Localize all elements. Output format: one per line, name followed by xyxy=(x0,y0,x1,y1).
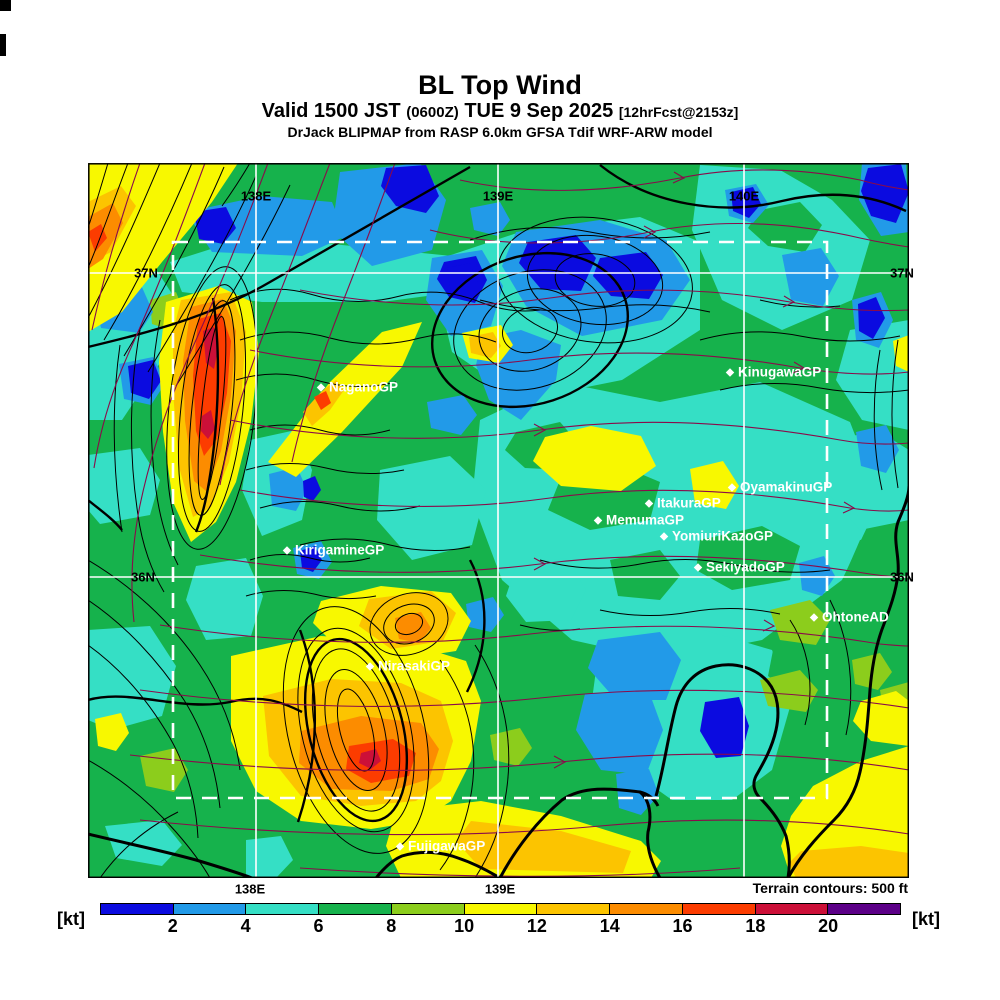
thick-terrain-contours-layer xyxy=(88,164,907,823)
site-label: FujigawaGP xyxy=(408,838,486,854)
site-label: OyamakinuGP xyxy=(740,479,833,495)
site-label: SekiyadoGP xyxy=(706,559,785,575)
site-marker-nirasakigp: NirasakiGP xyxy=(365,658,451,674)
map-canvas xyxy=(88,163,909,878)
site-label: KirigamineGP xyxy=(295,542,385,558)
forecast-tag: [12hrFcst@2153z] xyxy=(618,104,739,120)
coastline-layer xyxy=(88,485,909,878)
colorbar-tick: 6 xyxy=(313,916,324,936)
colorbar-segment xyxy=(754,904,828,914)
lon-label-139e-top: 139E xyxy=(482,188,514,204)
site-dot-icon xyxy=(809,612,819,622)
colorbar-tick: 14 xyxy=(599,916,620,936)
colorbar-segment xyxy=(827,904,901,914)
site-marker-kirigaminegp: KirigamineGP xyxy=(282,542,385,558)
colorbar-segment xyxy=(101,904,173,914)
corner-artifact xyxy=(0,0,11,11)
site-marker-sekiyadogp: SekiyadoGP xyxy=(693,559,785,575)
colorbar-segment xyxy=(536,904,610,914)
valid-time-line: Valid 1500 JST (0600Z) TUE 9 Sep 2025 [1… xyxy=(0,100,1000,123)
colorbar-segment xyxy=(463,904,537,914)
colorbar-tick: 16 xyxy=(672,916,693,936)
site-dot-icon xyxy=(316,382,326,392)
colorbar-tick: 4 xyxy=(240,916,251,936)
page-title: BL Top Wind xyxy=(418,70,582,100)
site-dot-icon xyxy=(593,515,603,525)
colorbar-tick: 18 xyxy=(745,916,766,936)
site-dot-icon xyxy=(727,482,737,492)
terrain-contours-note: Terrain contours: 500 ft xyxy=(752,880,908,896)
site-label: ItakuraGP xyxy=(657,495,721,511)
site-marker-itakuragp: ItakuraGP xyxy=(644,495,721,511)
valid-utc: (0600Z) xyxy=(406,104,459,121)
site-marker-yomiurikazogp: YomiuriKazoGP xyxy=(659,528,774,544)
site-label: NirasakiGP xyxy=(378,658,451,674)
site-dot-icon xyxy=(659,531,669,541)
site-dot-icon xyxy=(725,367,735,377)
map-border xyxy=(88,163,909,878)
colorbar-segments xyxy=(101,904,901,914)
site-label: YomiuriKazoGP xyxy=(672,528,774,544)
lon-label-140e-top: 140E xyxy=(728,188,760,204)
valid-date: TUE 9 Sep 2025 xyxy=(464,100,614,122)
lat-label-36n-right: 36N xyxy=(890,569,914,585)
site-marker-kinugawagp: KinugawaGP xyxy=(725,364,822,380)
colorbar-segment xyxy=(245,904,319,914)
latlon-grid-layer xyxy=(88,163,909,878)
site-label: NaganoGP xyxy=(329,379,399,395)
colorbar-segment xyxy=(609,904,682,914)
colorbar-tick: 8 xyxy=(386,916,397,936)
colorbar-tick: 20 xyxy=(818,916,839,936)
colorbar-unit-right: [kt] xyxy=(912,909,940,929)
model-domain-box xyxy=(171,240,829,800)
lat-label-36n-left: 36N xyxy=(131,569,155,585)
lat-label-37n-left: 37N xyxy=(134,265,158,281)
colorbar-segment xyxy=(318,904,391,914)
colorbar-tick: 12 xyxy=(526,916,547,936)
site-label: MemumaGP xyxy=(606,512,685,528)
lon-label-138e-top: 138E xyxy=(240,188,272,204)
colorbar-segment xyxy=(681,904,755,914)
colorbar-tick: 2 xyxy=(167,916,178,936)
site-label: OhtoneAD xyxy=(822,609,889,625)
site-dot-icon xyxy=(644,498,654,508)
colorbar-ticks: 2 4 6 8 10 12 14 16 18 20 xyxy=(100,916,901,942)
site-marker-fujigawagp: FujigawaGP xyxy=(395,838,486,854)
lon-label-138e-bottom: 138E xyxy=(234,881,266,897)
lat-label-37n-right: 37N xyxy=(890,265,914,281)
site-dot-icon xyxy=(395,841,405,851)
site-marker-ohtonead: OhtoneAD xyxy=(809,609,889,625)
site-marker-memumagp: MemumaGP xyxy=(593,512,685,528)
colorbar-segment xyxy=(172,904,246,914)
site-dot-icon xyxy=(365,661,375,671)
edge-artifact xyxy=(0,34,6,56)
lon-label-139e-bottom: 139E xyxy=(484,881,516,897)
colorbar-tick: 10 xyxy=(454,916,475,936)
streamlines-layer xyxy=(91,163,909,877)
site-dot-icon xyxy=(693,562,703,572)
valid-prefix: Valid 1500 JST xyxy=(261,100,401,122)
colorbar-unit-left: [kt] xyxy=(57,909,85,929)
site-marker-oyamakinugp: OyamakinuGP xyxy=(727,479,833,495)
colorbar xyxy=(100,903,901,915)
site-label: KinugawaGP xyxy=(738,364,822,380)
site-marker-naganogp: NaganoGP xyxy=(316,379,399,395)
terrain-contours-layer xyxy=(88,163,909,878)
colorbar-segment xyxy=(390,904,464,914)
site-dot-icon xyxy=(282,545,292,555)
model-line: DrJack BLIPMAP from RASP 6.0km GFSA Tdif… xyxy=(287,124,713,140)
